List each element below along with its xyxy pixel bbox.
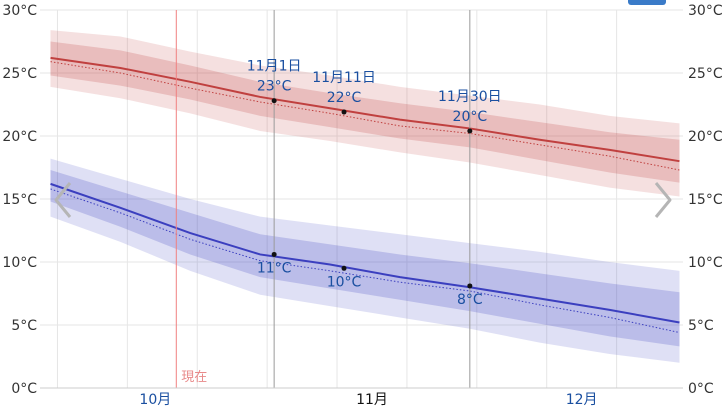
y-tick-label-right: 0°C xyxy=(688,381,714,397)
annotation-value: 10°C xyxy=(327,274,362,290)
reference-lines: 現在 xyxy=(175,10,471,388)
chevron-right-icon[interactable] xyxy=(652,180,674,220)
annotation-value: 22°C xyxy=(327,90,362,106)
now-label: 現在 xyxy=(181,370,207,385)
annotation-value: 20°C xyxy=(453,109,488,125)
y-tick-label-left: 5°C xyxy=(11,318,37,334)
low-normal-line xyxy=(50,188,680,334)
annotation-point xyxy=(467,128,473,134)
annotation-point xyxy=(271,251,277,257)
annotation-value: 11°C xyxy=(257,260,292,276)
y-tick-label-left: 30°C xyxy=(2,3,37,19)
y-tick-label-right: 10°C xyxy=(688,255,723,271)
y-tick-label-right: 25°C xyxy=(688,66,723,82)
x-month-label: 11月 xyxy=(356,392,388,408)
annotation-date: 11月1日 xyxy=(247,59,302,75)
y-tick-label-left: 20°C xyxy=(2,129,37,145)
axes: 0°C 0°C 5°C 5°C 10°C 10°C 15°C 15°C 20°C 20°C 25°C… xyxy=(2,3,722,408)
annotation-point xyxy=(271,98,277,104)
y-tick-label-left: 25°C xyxy=(2,66,37,82)
low-outer-band xyxy=(50,158,680,363)
y-tick-label-right: 20°C xyxy=(688,129,723,145)
annotation-point xyxy=(467,283,473,289)
series-lines xyxy=(50,56,680,334)
y-tick-label-right: 5°C xyxy=(688,318,714,334)
y-tick-label-right: 15°C xyxy=(688,192,723,208)
y-tick-label-right: 30°C xyxy=(688,3,723,19)
y-tick-label-left: 15°C xyxy=(2,192,37,208)
annotations: 11月1日 23°C 11月11日 22°C 11月30日 20°C 11°C 10°C 8°C xyxy=(247,59,502,308)
annotation-value: 8°C xyxy=(457,292,483,308)
annotation-point xyxy=(341,265,347,271)
annotation-point xyxy=(341,109,347,115)
low-inner-band xyxy=(50,170,680,347)
y-tick-label-left: 0°C xyxy=(11,381,37,397)
annotation-date: 11月11日 xyxy=(312,70,376,86)
corner-button[interactable] xyxy=(628,0,666,5)
high-inner-band xyxy=(50,41,680,183)
y-tick-label-left: 10°C xyxy=(2,255,37,271)
annotation-value: 23°C xyxy=(257,79,292,95)
high-mean-line xyxy=(50,56,680,163)
x-month-label: 12月 xyxy=(566,392,598,408)
high-normal-line xyxy=(50,61,680,171)
chevron-left-icon[interactable] xyxy=(52,180,74,220)
annotation-date: 11月30日 xyxy=(438,89,502,105)
low-mean-line xyxy=(50,182,680,324)
x-month-label: 10月 xyxy=(139,392,171,408)
